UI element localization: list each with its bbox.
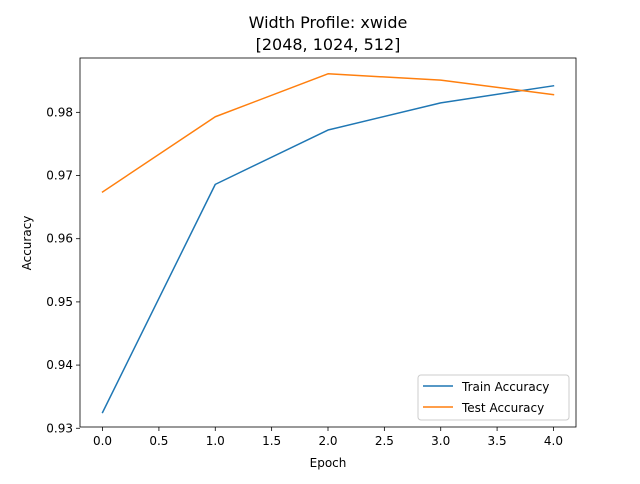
x-tick-label: 0.0	[93, 434, 112, 448]
series-line-test	[101, 73, 555, 193]
x-axis-label: Epoch	[310, 456, 347, 470]
x-tick-label: 1.0	[206, 434, 225, 448]
x-tick-label: 0.5	[149, 434, 168, 448]
y-axis-ticks: 0.93 0.94 0.95 0.96 0.97 0.98	[46, 105, 80, 435]
x-tick-label: 1.5	[262, 434, 281, 448]
legend-label-test: Test Accuracy	[461, 401, 544, 415]
y-tick-label: 0.96	[46, 232, 73, 246]
x-tick-label: 3.5	[488, 434, 507, 448]
plot-frame	[79, 57, 577, 428]
y-tick-label: 0.97	[46, 169, 73, 183]
y-tick-label: 0.98	[46, 105, 73, 119]
series-lines	[101, 73, 555, 414]
y-tick-label: 0.94	[46, 358, 73, 372]
legend-label-train: Train Accuracy	[461, 380, 549, 394]
y-axis-label: Accuracy	[20, 216, 34, 271]
series-line-train	[101, 84, 555, 414]
y-tick-label: 0.93	[46, 421, 73, 435]
x-tick-label: 2.5	[375, 434, 394, 448]
legend-box	[417, 374, 570, 421]
x-tick-label: 3.0	[431, 434, 450, 448]
chart-title-line2: [2048, 1024, 512]	[256, 35, 401, 54]
y-tick-label: 0.95	[46, 295, 73, 309]
x-tick-label: 4.0	[544, 434, 563, 448]
chart-title-line1: Width Profile: xwide	[249, 13, 408, 32]
x-tick-label: 2.0	[318, 434, 337, 448]
x-axis-ticks: 0.0 0.5 1.0 1.5 2.0 2.5 3.0 3.5 4.0	[93, 427, 563, 448]
legend: Train Accuracy Test Accuracy	[417, 374, 570, 421]
